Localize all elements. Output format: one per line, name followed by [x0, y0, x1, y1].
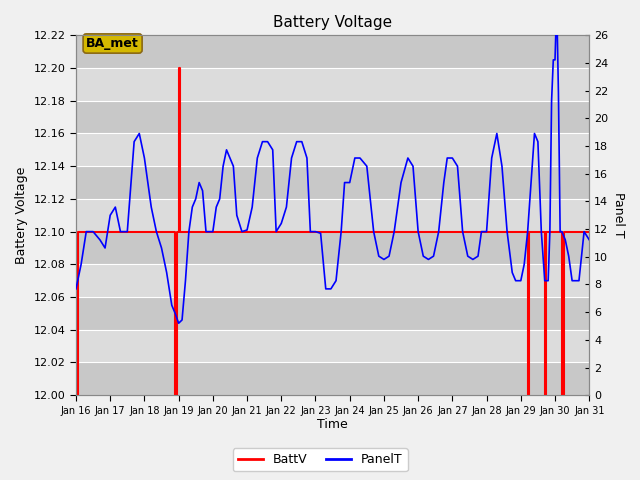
Text: BA_met: BA_met	[86, 37, 139, 50]
Title: Battery Voltage: Battery Voltage	[273, 15, 392, 30]
Bar	[76, 166, 589, 199]
Bar	[76, 330, 589, 362]
Bar	[76, 36, 589, 68]
Legend: BattV, PanelT: BattV, PanelT	[232, 448, 408, 471]
Bar	[76, 133, 589, 166]
Bar	[76, 232, 589, 264]
Bar	[76, 362, 589, 395]
Bar	[76, 264, 589, 297]
Bar	[76, 199, 589, 232]
Y-axis label: Battery Voltage: Battery Voltage	[15, 167, 28, 264]
Bar	[76, 68, 589, 101]
X-axis label: Time: Time	[317, 419, 348, 432]
Y-axis label: Panel T: Panel T	[612, 192, 625, 238]
Bar	[76, 297, 589, 330]
Bar	[76, 101, 589, 133]
